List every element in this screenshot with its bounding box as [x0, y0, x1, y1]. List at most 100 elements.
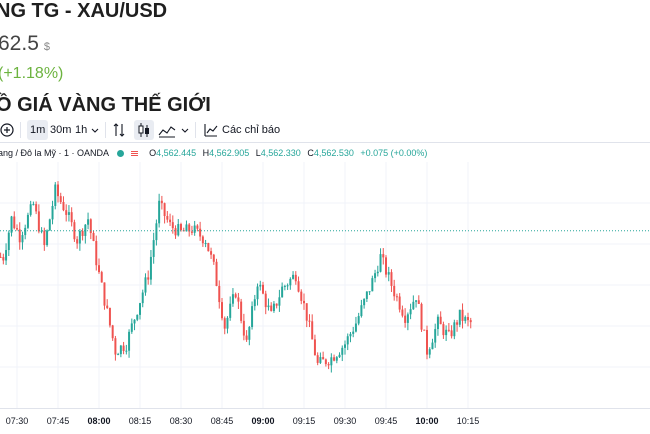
indicators-icon[interactable] [204, 120, 218, 140]
candle [237, 292, 240, 309]
candle [57, 181, 59, 203]
interval-1h-button[interactable]: 1h [75, 124, 88, 136]
candle [149, 250, 152, 285]
add-symbol-icon[interactable] [0, 120, 16, 140]
candle-body [237, 297, 240, 302]
low-value: 4,562.330 [260, 148, 301, 158]
candle [141, 289, 144, 308]
x-tick-label: 09:30 [333, 416, 357, 426]
candle-body [215, 261, 218, 286]
candle-body [13, 216, 16, 229]
candle-body [201, 236, 204, 244]
candle [130, 318, 133, 334]
time-axis: 07:30 07:45 08:00 08:15 08:30 08:45 09:00 09:15… [0, 408, 650, 434]
currency-label: $ [43, 41, 50, 53]
candle-body [313, 339, 316, 356]
candle-body [57, 184, 59, 197]
candle [240, 298, 243, 324]
candle [2, 253, 5, 265]
candle-body [117, 354, 120, 356]
candle-body [174, 228, 177, 236]
market-status-icon [117, 150, 125, 158]
chevron-down-icon[interactable] [91, 120, 99, 140]
interval-1m-button[interactable]: 1m [27, 120, 49, 140]
candles-icon[interactable] [134, 120, 154, 140]
candle-body [338, 354, 341, 358]
candle [100, 270, 103, 283]
candle-body [229, 303, 232, 318]
interval-30m-button[interactable]: 30m [50, 124, 72, 136]
candle [338, 352, 341, 358]
candle [59, 192, 62, 204]
candle-body [65, 210, 68, 215]
candle-body [322, 357, 325, 360]
candle-body [242, 320, 245, 336]
candle [155, 219, 158, 246]
candle [245, 330, 248, 342]
candle-body [40, 230, 43, 232]
candle-body [354, 323, 357, 332]
area-chart-icon[interactable] [158, 120, 176, 140]
x-tick-label: 07:30 [5, 416, 29, 426]
chart-legend: ang / Đô la Mỹ · 1 · OANDA O4,562.445 H4… [0, 148, 427, 158]
candle-body [0, 256, 2, 258]
candle-body [92, 233, 95, 241]
candle-body [324, 359, 327, 365]
candle [221, 297, 223, 321]
candle [210, 247, 213, 259]
candle [349, 331, 352, 343]
x-tick-label: 08:15 [128, 416, 152, 426]
candle-body [196, 225, 199, 229]
candle-body [365, 291, 368, 299]
candle-body [223, 318, 226, 329]
candle [311, 314, 314, 340]
candle [330, 353, 333, 373]
candle-body [59, 196, 62, 202]
candle-body [76, 239, 79, 244]
candle-body [218, 285, 221, 303]
candle [87, 212, 90, 230]
compare-icon[interactable] [112, 120, 126, 140]
candle-body [431, 342, 434, 350]
candle [13, 211, 16, 230]
candle-body [185, 224, 188, 232]
candle [7, 230, 10, 257]
price-display: 62.5 $ [0, 32, 50, 56]
candle-body [212, 254, 215, 262]
candle-body [401, 309, 404, 316]
candle-body [251, 306, 254, 328]
candle-body [333, 357, 336, 361]
candle [144, 273, 147, 296]
candle [253, 294, 256, 311]
indicators-button[interactable]: Các chỉ báo [222, 124, 281, 136]
candle-body [32, 204, 35, 206]
candle [122, 341, 125, 355]
candle [35, 201, 38, 215]
candle-body [84, 224, 87, 236]
candle-body [133, 319, 136, 324]
candle [226, 316, 229, 334]
candle [43, 227, 46, 251]
candle [190, 225, 193, 236]
candle-body [169, 219, 172, 223]
candle [308, 314, 311, 328]
candle-body [139, 303, 141, 315]
candle-body [16, 228, 18, 230]
candle-body [275, 303, 278, 306]
chevron-down-icon[interactable] [181, 120, 189, 140]
candle [117, 352, 120, 356]
candle [204, 239, 207, 248]
candle-body [136, 314, 139, 320]
candle [417, 295, 420, 305]
candle-body [374, 273, 377, 279]
candle [354, 316, 357, 333]
candle [0, 252, 2, 258]
candle [415, 300, 418, 308]
candle-body [385, 257, 387, 275]
price-chart[interactable] [0, 162, 650, 408]
candle [464, 315, 467, 324]
candle [171, 215, 174, 234]
candle-body [409, 309, 412, 315]
candle-body [128, 331, 131, 351]
candle [447, 322, 450, 333]
